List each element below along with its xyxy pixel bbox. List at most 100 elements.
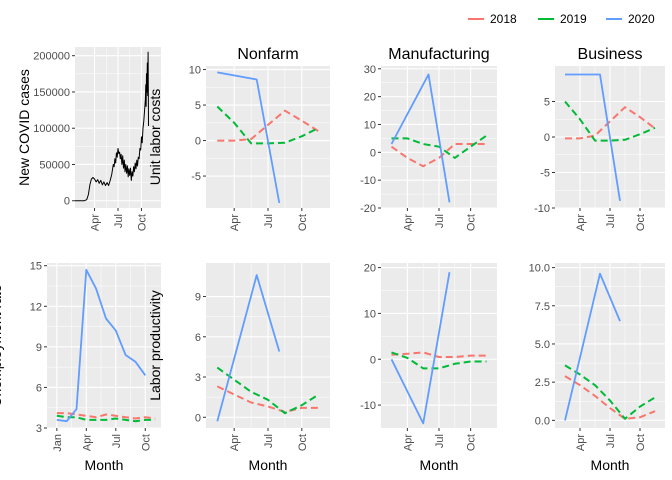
y-tick-label: 10.0	[529, 263, 550, 275]
y-tick-label: 0	[370, 147, 376, 159]
y-axis-title: Labor productivity	[147, 290, 163, 401]
y-tick-label: 5	[544, 97, 550, 109]
y-tick-label: 0	[544, 132, 550, 144]
y-tick-label: 30	[364, 64, 376, 76]
series-line-2020	[390, 73, 451, 203]
y-tick-label: 15	[30, 261, 42, 273]
x-tick-label: Apr	[402, 434, 414, 451]
y-tick-label: -10	[360, 400, 376, 412]
series-line-2020	[564, 272, 621, 421]
y-tick-label: 0	[195, 412, 201, 424]
series-line-2019	[564, 100, 656, 142]
y-axis-title: Unemployment rate	[0, 284, 4, 406]
y-axis-title: New COVID cases	[16, 69, 32, 186]
series-line-2018	[565, 106, 656, 140]
x-tick-label: Jul	[263, 214, 275, 228]
series-line-2019	[56, 414, 156, 423]
y-axis-title: Unit labor costs	[147, 89, 163, 185]
y-tick-label: 100000	[33, 123, 70, 135]
x-axis-title: Month	[420, 457, 459, 473]
y-tick-label: 10	[189, 65, 201, 77]
series-line-2019	[216, 366, 320, 415]
legend-label: 2018	[490, 12, 517, 26]
x-tick-label: Apr	[402, 214, 414, 231]
y-tick-label: 9	[36, 342, 42, 354]
y-tick-label: 6	[195, 332, 201, 344]
panel-business-ulc: -10 -5 0 5 Apr Jul Oct Business	[534, 46, 665, 231]
x-tick-label: Oct	[297, 214, 309, 231]
x-tick-label: Jul	[605, 214, 617, 228]
panel-manufacturing-ulc: -20 -10 0 10 20 30 Apr Jul Oct Manufacturing	[360, 46, 497, 231]
x-tick-label: Jul	[113, 214, 125, 228]
x-tick-label: Oct	[635, 214, 647, 231]
y-tick-label: 10	[364, 308, 376, 320]
legend-label: 2019	[560, 12, 587, 26]
y-tick-label: -10	[534, 203, 550, 215]
x-tick-label: Oct	[297, 434, 309, 451]
series-line-2020	[56, 268, 147, 423]
y-tick-label: 5.0	[535, 339, 550, 351]
series-line-2018	[217, 109, 320, 142]
y-tick-label: 0	[370, 354, 376, 366]
series-line-2020	[565, 73, 621, 202]
x-axis-title: Month	[85, 457, 124, 473]
y-tick-label: 20	[364, 92, 376, 104]
series-line-2019	[391, 351, 487, 370]
x-tick-label: Jul	[263, 434, 275, 448]
x-tick-label: Oct	[136, 214, 148, 231]
y-tick-label: -10	[360, 175, 376, 187]
legend-item-2020: 2020	[606, 12, 655, 26]
y-tick-label: -5	[540, 168, 550, 180]
panel-manufacturing-productivity: -10 0 10 20 Apr Jul Oct Month	[360, 263, 497, 473]
y-tick-label: 50000	[39, 159, 70, 171]
series-line-2018	[564, 375, 656, 420]
panel-nonfarm-ulc: -5 0 5 10 Apr Jul Oct Nonfarm Unit labor costs	[147, 46, 330, 231]
x-tick-label: Apr	[575, 214, 587, 231]
x-tick-label: Oct	[140, 434, 152, 451]
panel-title: Business	[578, 46, 643, 63]
panel-business-productivity: 0.0 2.5 5.0 7.5 10.0 Apr Jul Oct Month	[529, 263, 665, 473]
series-line-2018	[216, 385, 319, 413]
y-tick-label: -20	[360, 203, 376, 215]
x-tick-label: Apr	[229, 214, 241, 231]
y-tick-label: 7.5	[535, 301, 550, 313]
x-tick-label: Apr	[81, 434, 93, 451]
panel-title: Nonfarm	[237, 46, 298, 63]
x-tick-label: Oct	[466, 434, 478, 451]
panel-title: Manufacturing	[388, 46, 489, 63]
y-tick-label: 0	[64, 196, 70, 208]
y-tick-label: 0	[195, 136, 201, 148]
series-line-2019	[564, 364, 656, 420]
series-line-2018	[390, 143, 487, 168]
x-tick-label: Oct	[466, 214, 478, 231]
series-line-2019	[391, 134, 488, 159]
panel-covid: 0 50000 100000 150000 200000 Apr Jul Oct New COV…	[16, 47, 161, 231]
y-tick-label: 20	[364, 263, 376, 275]
x-tick-label: Oct	[635, 434, 647, 451]
x-axis-title: Month	[249, 457, 288, 473]
legend-label: 2020	[628, 12, 655, 26]
y-tick-label: 200000	[33, 51, 70, 63]
y-tick-label: 3	[195, 372, 201, 384]
y-tick-label: 0.0	[535, 415, 550, 427]
y-tick-label: 2.5	[535, 377, 550, 389]
y-tick-label: 12	[30, 301, 42, 313]
panel-nonfarm-productivity: 0 3 6 9 Apr Jul Oct Labor productivity Month	[147, 263, 330, 473]
series-line	[75, 51, 149, 202]
panel-unemployment: 3 6 9 12 15 Jan Apr Jul Oct Unemployment rate Mont…	[0, 261, 161, 473]
series-line-2020	[217, 71, 281, 204]
x-tick-label: Jan	[52, 434, 64, 452]
y-tick-label: 3	[36, 423, 42, 435]
series-line-2018	[391, 351, 487, 358]
y-tick-label: 150000	[33, 87, 70, 99]
x-axis-title: Month	[591, 457, 630, 473]
x-tick-label: Apr	[90, 214, 102, 231]
legend-item-2019: 2019	[538, 12, 587, 26]
y-tick-label: 10	[364, 119, 376, 131]
x-tick-label: Jul	[434, 214, 446, 228]
y-tick-label: 9	[195, 292, 201, 304]
x-tick-label: Jul	[434, 434, 446, 448]
y-tick-label: 6	[36, 382, 42, 394]
